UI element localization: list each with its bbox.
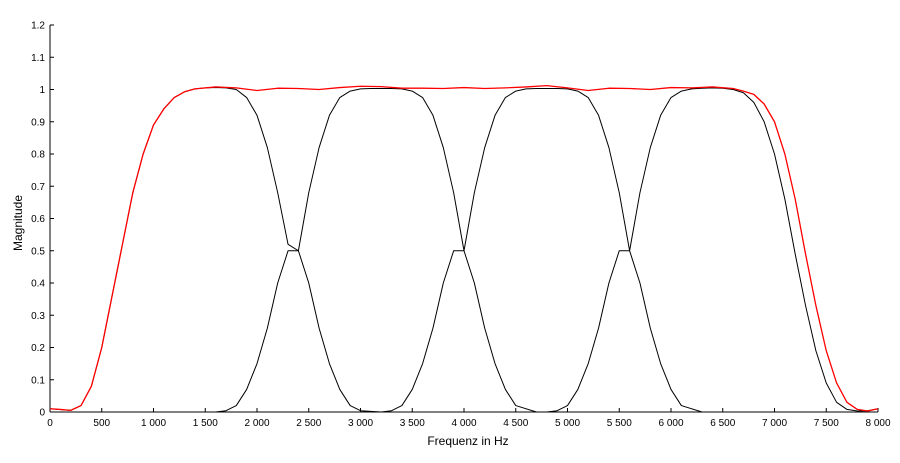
band-curve-4 <box>50 87 879 413</box>
y-tick-label: 0.5 <box>31 246 45 257</box>
y-tick-label: 0.7 <box>31 182 45 193</box>
x-tick-label: 1 000 <box>141 418 166 429</box>
y-tick-label: 0.9 <box>31 117 45 128</box>
axes <box>49 25 878 413</box>
y-tick-label: 0.8 <box>31 150 45 161</box>
band-curve-2 <box>50 88 878 413</box>
x-axis-label: Frequenz in Hz <box>427 434 508 448</box>
x-tick-label: 7 000 <box>762 418 787 429</box>
x-ticks: 0 500 1 000 1 500 2 000 2 500 3 000 3 500 4 000 4… <box>47 408 891 429</box>
y-tick-label: 0 <box>39 408 45 419</box>
x-tick-label: 8 000 <box>865 418 890 429</box>
sum-curve <box>49 84 879 412</box>
x-tick-label: 4 500 <box>503 418 528 429</box>
x-tick-label: 2 500 <box>296 418 321 429</box>
x-tick-label: 2 000 <box>244 418 269 429</box>
y-tick-label: 0.3 <box>31 311 45 322</box>
y-tick-label: 0.4 <box>31 279 45 290</box>
x-tick-label: 5 500 <box>607 418 632 429</box>
y-tick-label: 1 <box>39 85 45 96</box>
x-tick-label: 6 000 <box>658 418 683 429</box>
band-curve-1 <box>49 87 382 413</box>
y-axis-label: Magnitude <box>11 195 25 251</box>
y-tick-label: 1.1 <box>31 53 45 64</box>
series-layer <box>49 84 879 413</box>
x-tick-label: 6 500 <box>710 418 735 429</box>
y-tick-label: 0.6 <box>31 214 45 225</box>
x-tick-label: 3 500 <box>400 418 425 429</box>
x-tick-label: 3 000 <box>348 418 373 429</box>
y-tick-label: 1.2 <box>31 21 45 32</box>
x-tick-label: 7 500 <box>814 418 839 429</box>
band-curve-3 <box>50 88 878 413</box>
x-tick-label: 1 500 <box>193 418 218 429</box>
x-tick-label: 5 000 <box>555 418 580 429</box>
y-ticks: 0 0.1 0.2 0.3 0.4 0.5 0.6 0.7 0.8 0.9 1 1.1 1.2 <box>31 21 54 419</box>
y-tick-label: 0.2 <box>31 343 45 354</box>
x-tick-label: 4 000 <box>451 418 476 429</box>
y-tick-label: 0.1 <box>31 375 45 386</box>
x-tick-label: 0 <box>47 418 53 429</box>
x-tick-label: 500 <box>93 418 110 429</box>
